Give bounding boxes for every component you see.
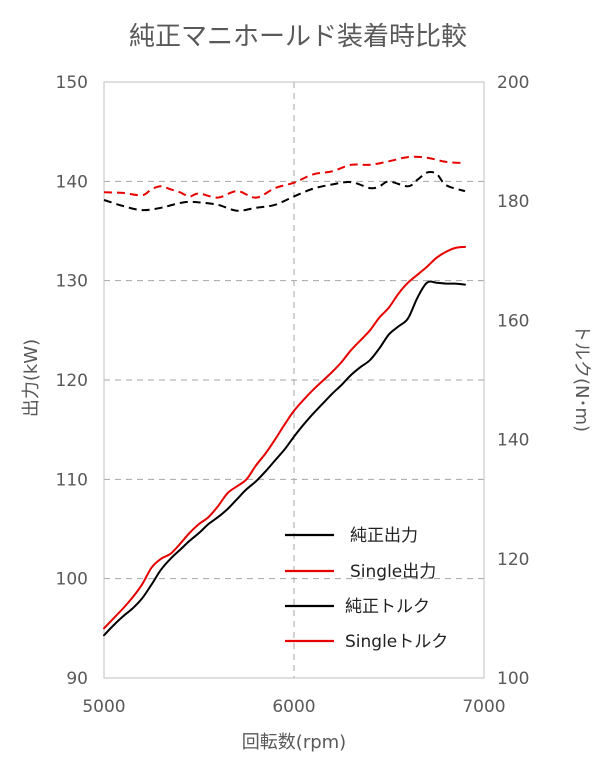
series-line-2 xyxy=(103,245,466,630)
tick-labels: 5000 6000 7000 90 100 110 120 130 140 150 100 120 14… xyxy=(56,73,530,717)
series-line-3 xyxy=(103,170,466,212)
y2-tick-label: 180 xyxy=(497,192,529,212)
series-lines xyxy=(103,155,466,637)
y-tick-label: 140 xyxy=(56,172,88,192)
gridlines xyxy=(104,82,484,678)
y-tick-label: 100 xyxy=(56,570,88,590)
y2-tick-label: 140 xyxy=(497,431,529,451)
y-tick-label: 90 xyxy=(66,669,88,689)
x-tick-label: 6000 xyxy=(272,697,315,717)
legend-label-1: 純正出力 xyxy=(350,526,418,546)
y2-tick-label: 100 xyxy=(497,669,529,689)
x-axis-label: 回転数(rpm) xyxy=(242,732,346,753)
series-line-4 xyxy=(103,155,466,199)
y-axis-label: 出力(kW) xyxy=(21,339,42,417)
y-tick-label: 130 xyxy=(56,272,88,292)
y2-tick-label: 120 xyxy=(497,550,529,570)
x-tick-label: 7000 xyxy=(462,697,505,717)
legend-label-3: 純正トルク xyxy=(345,597,430,617)
plot-border xyxy=(103,81,485,679)
y-tick-label: 120 xyxy=(56,371,88,391)
y-tick-label: 110 xyxy=(56,470,88,490)
y-tick-label: 150 xyxy=(56,73,88,93)
y2-tick-label: 200 xyxy=(497,73,529,93)
series-line-1 xyxy=(103,280,466,637)
y2-axis-label: トルク(N･m) xyxy=(571,324,592,432)
x-tick-label: 5000 xyxy=(82,697,125,717)
y2-tick-label: 160 xyxy=(497,311,529,331)
legend-label-2: Single出力 xyxy=(350,562,436,582)
chart-title: 純正マニホールド装着時比較 xyxy=(129,22,467,52)
legend-label-4: Singleトルク xyxy=(345,632,448,652)
